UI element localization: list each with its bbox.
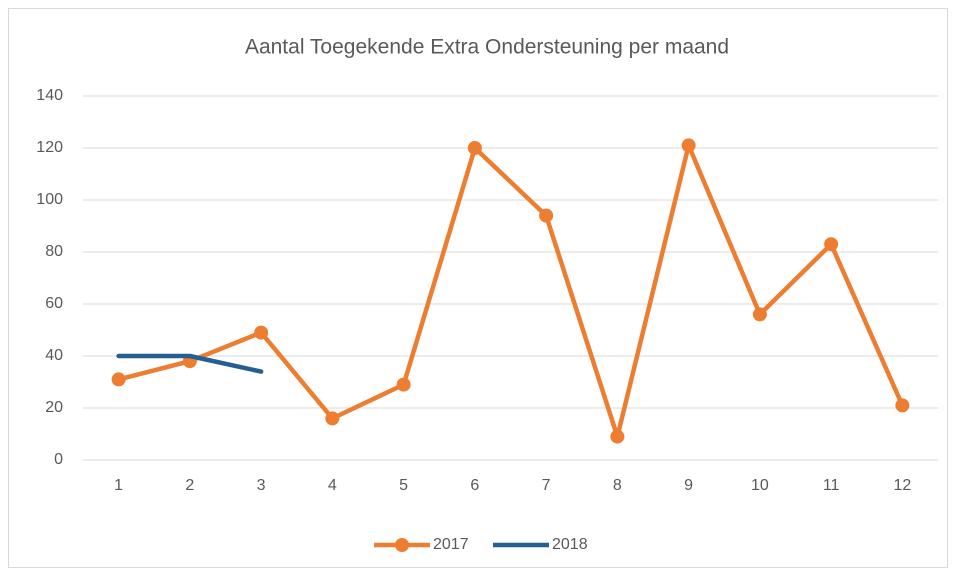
x-tick-label: 2 xyxy=(185,477,194,494)
data-point xyxy=(254,325,269,340)
y-tick-label: 60 xyxy=(45,295,63,312)
x-tick-label: 8 xyxy=(613,477,622,494)
y-tick-label: 40 xyxy=(45,347,63,364)
y-tick-label: 0 xyxy=(54,451,63,468)
x-tick-label: 4 xyxy=(328,477,337,494)
legend-label: 2017 xyxy=(433,536,469,553)
x-tick-label: 9 xyxy=(684,477,693,494)
data-point xyxy=(752,307,767,322)
y-tick-label: 80 xyxy=(45,243,63,260)
legend-marker xyxy=(395,538,409,552)
legend-label: 2018 xyxy=(552,536,588,553)
x-tick-label: 11 xyxy=(823,477,840,494)
data-point xyxy=(824,237,839,252)
y-tick-label: 100 xyxy=(36,191,63,208)
x-tick-label: 5 xyxy=(399,477,408,494)
y-tick-label: 20 xyxy=(45,399,63,416)
y-tick-label: 120 xyxy=(36,139,63,156)
data-point xyxy=(539,208,554,223)
data-point xyxy=(111,372,126,387)
chart-border xyxy=(8,8,948,568)
data-point xyxy=(681,138,696,153)
x-tick-label: 6 xyxy=(470,477,479,494)
x-tick-label: 1 xyxy=(114,477,123,494)
series-line xyxy=(116,353,264,374)
y-tick-label: 140 xyxy=(36,87,63,104)
x-tick-label: 7 xyxy=(542,477,551,494)
chart-title: Aantal Toegekende Extra Ondersteuning pe… xyxy=(245,36,729,59)
data-point xyxy=(895,398,910,413)
series-line xyxy=(116,143,905,439)
x-tick-label: 3 xyxy=(257,477,266,494)
data-point xyxy=(610,429,625,444)
x-tick-label: 10 xyxy=(751,477,769,494)
data-point xyxy=(467,141,482,155)
data-point xyxy=(396,377,411,392)
x-tick-label: 12 xyxy=(893,477,911,494)
data-point xyxy=(325,411,340,426)
